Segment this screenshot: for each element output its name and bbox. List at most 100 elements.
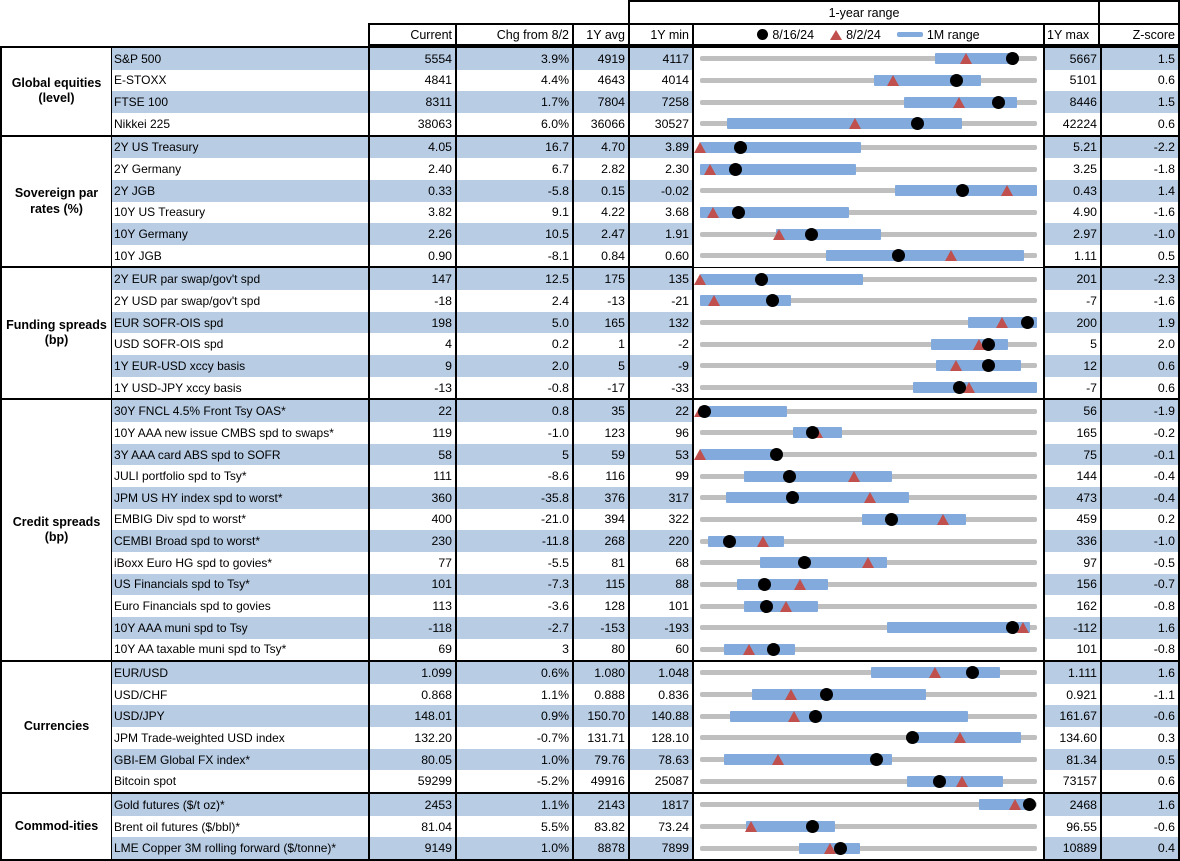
cell-label: S&P 500 [112,48,370,70]
cell-chg-from-8-2: 6.0% [457,112,574,135]
cell-z-score: -1.6 [1102,290,1178,312]
cell-current: 4.05 [370,136,457,159]
cell-1y-avg: 116 [574,465,630,487]
one-year-range-track [700,341,1037,347]
one-year-range-track [700,408,1037,414]
table-row: GBI-EM Global FX index* 80.05 1.0% 79.76 78.… [112,748,1178,771]
section-rows: Gold futures ($/t oz)* 2453 1.1% 2143 1817 24… [112,794,1178,860]
cell-label: EUR/USD [112,662,370,684]
one-year-range-track [700,452,1037,458]
table-row: 2Y EUR par swap/gov't spd 147 12.5 175 135 20… [112,268,1178,291]
legend-item-8-16-24: 8/16/24 [757,28,814,42]
cell-chg-from-8-2: -5.8 [457,179,574,202]
dot-marker-8-16-24 [949,73,963,87]
cell-1y-max: 75 [1045,443,1102,466]
one-month-range-bar [723,643,796,655]
cell-1y-min: 60 [630,638,694,661]
cell-1y-min: 135 [630,268,694,291]
cell-z-score: 0.3 [1102,727,1178,749]
cell-chg-from-8-2: -7.3 [457,573,574,596]
one-month-range-bar [912,732,1022,744]
cell-1y-max: 12 [1045,355,1102,377]
table-row: JPM US HY index spd to worst* 360 -35.8 376… [112,487,1178,509]
one-month-range-bar [700,295,792,307]
cell-z-score: 1.5 [1102,91,1178,113]
cell-1y-min: 317 [630,487,694,509]
cell-chg-from-8-2: 10.5 [457,223,574,245]
cell-chg-from-8-2: -1.0 [457,422,574,444]
one-year-range-track [700,430,1037,436]
cell-1y-max: 162 [1045,595,1102,617]
one-year-range-track [700,385,1037,391]
cell-1y-min: 0.60 [630,244,694,267]
cell-z-score: -2.2 [1102,136,1178,159]
cell-1y-min: 7258 [630,91,694,113]
triangle-marker-8-2-24 [707,206,720,218]
cell-chg-from-8-2: 5 [457,443,574,466]
cell-label: 10Y Germany [112,223,370,245]
cell-1y-max: 336 [1045,530,1102,552]
cell-1y-avg: 128 [574,595,630,617]
cell-label: iBoxx Euro HG spd to govies* [112,551,370,574]
cell-chg-from-8-2: 1.0% [457,748,574,771]
triangle-marker-8-2-24 [950,360,963,372]
range-chart-cell [694,551,1045,574]
cell-chg-from-8-2: 0.9% [457,705,574,728]
cell-label: CEMBI Broad spd to worst* [112,530,370,552]
triangle-marker-8-2-24 [1000,185,1013,197]
cell-current: 80.05 [370,748,457,771]
category-label: Currencies [2,662,112,793]
cell-1y-max: 73157 [1045,770,1102,793]
table-row: Brent oil futures ($/bbl)* 81.04 5.5% 83.82… [112,815,1178,838]
cell-1y-max: 5.21 [1045,136,1102,159]
one-month-range-bar [700,273,864,285]
section-rows: 2Y US Treasury 4.05 16.7 4.70 3.89 5.21 -2.2 2Y… [112,136,1178,267]
one-month-range-bar [907,775,1004,787]
one-month-range-bar [700,141,861,153]
cell-1y-min: 53 [630,443,694,466]
cell-1y-min: 99 [630,465,694,487]
cell-chg-from-8-2: -0.7% [457,727,574,749]
cell-current: -13 [370,376,457,399]
triangle-marker-8-2-24 [848,118,861,130]
cell-chg-from-8-2: -8.1 [457,244,574,267]
cell-1y-min: 128.10 [630,727,694,749]
one-year-range-track [700,298,1037,304]
triangle-marker-8-2-24 [694,449,706,461]
range-chart-cell [694,158,1045,180]
cell-z-score: 1.5 [1102,48,1178,70]
range-chart-cell [694,487,1045,509]
dot-marker-8-16-24 [820,688,834,702]
cell-z-score: -0.8 [1102,595,1178,617]
cell-chg-from-8-2: -5.5 [457,551,574,574]
one-year-range-track [700,581,1037,587]
triangle-marker-8-2-24 [847,470,860,482]
one-year-range-track [700,735,1037,741]
cell-1y-avg: 4643 [574,69,630,92]
cell-1y-avg: 150.70 [574,705,630,728]
cell-z-score: -1.0 [1102,530,1178,552]
dot-marker-8-16-24 [757,577,771,591]
cell-current: 22 [370,400,457,423]
cell-current: 0.90 [370,244,457,267]
dot-marker-8-16-24 [906,731,920,745]
cell-1y-avg: 36066 [574,112,630,135]
cell-1y-max: 5667 [1045,48,1102,70]
range-chart-cell [694,201,1045,224]
cell-1y-max: 8446 [1045,91,1102,113]
cell-z-score: -0.5 [1102,551,1178,574]
cell-label: E-STOXX [112,69,370,92]
column-header-1y-avg: 1Y avg [572,23,630,46]
cell-label: LME Copper 3M rolling forward ($/tonne)* [112,837,370,860]
cell-1y-avg: 49916 [574,770,630,793]
one-year-range-track [700,144,1037,150]
cell-z-score: 0.5 [1102,748,1178,771]
cell-1y-avg: 394 [574,508,630,531]
cell-chg-from-8-2: 2.4 [457,290,574,312]
range-chart-cell [694,770,1045,793]
cell-1y-avg: 1 [574,333,630,356]
one-year-range-track [700,209,1037,215]
cell-chg-from-8-2: 0.8 [457,400,574,423]
cell-chg-from-8-2: 5.5% [457,815,574,838]
cell-z-score: -0.7 [1102,573,1178,596]
